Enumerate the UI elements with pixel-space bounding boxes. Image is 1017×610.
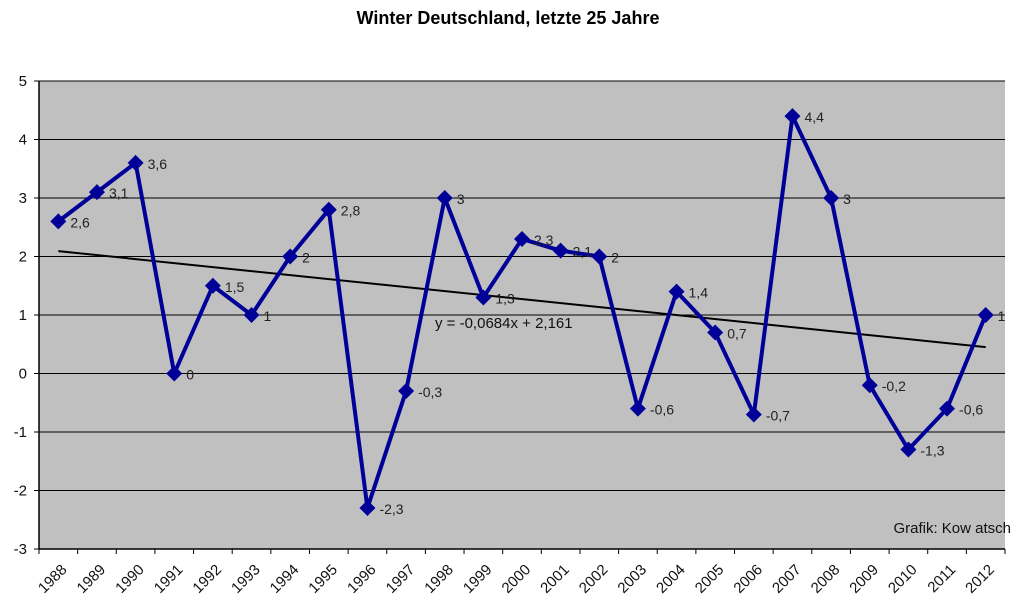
data-label: 0 <box>186 367 194 383</box>
data-label: -0,6 <box>959 402 983 418</box>
data-point-marker <box>861 377 878 394</box>
data-label: -2,3 <box>379 501 403 517</box>
data-point-marker <box>939 400 956 417</box>
x-tick-label: 1999 <box>460 561 496 597</box>
y-tick-label: 5 <box>19 73 27 90</box>
x-tick-label: 1998 <box>421 561 457 597</box>
trendline-equation: y = -0,0684x + 2,161 <box>435 315 573 332</box>
data-label: 3,1 <box>109 185 129 201</box>
data-label: 3,6 <box>148 156 168 172</box>
data-label: -0,2 <box>882 378 906 394</box>
data-point-marker <box>166 365 183 382</box>
data-label: 0,7 <box>727 326 747 342</box>
data-label: 1 <box>264 308 272 324</box>
data-label: 2,8 <box>341 203 361 219</box>
x-tick-label: 2000 <box>499 561 535 597</box>
data-point-marker <box>243 307 260 323</box>
y-tick-label: 0 <box>19 366 27 383</box>
y-tick-label: 1 <box>19 307 27 324</box>
x-tick-label: 2007 <box>769 561 805 597</box>
data-point-marker <box>900 441 917 458</box>
x-tick-label: 2003 <box>614 561 650 597</box>
data-point-marker <box>475 289 492 306</box>
data-point-marker <box>320 201 337 218</box>
data-label: 3 <box>457 191 465 207</box>
y-tick-label: 3 <box>19 190 27 207</box>
data-point-marker <box>514 230 530 247</box>
data-label: -1,3 <box>920 443 944 459</box>
x-tick-label: 2002 <box>576 561 612 597</box>
y-tick-label: 2 <box>19 249 27 266</box>
x-tick-label: 2012 <box>962 561 998 597</box>
data-point-marker <box>629 400 646 417</box>
x-tick-label: 2004 <box>653 561 689 597</box>
data-point-marker <box>784 108 801 125</box>
data-point-marker <box>591 248 608 265</box>
x-tick-label: 1988 <box>35 561 71 597</box>
x-tick-label: 1992 <box>189 561 225 597</box>
data-point-marker <box>359 500 376 517</box>
data-label: 4,4 <box>804 109 824 125</box>
data-label: -0,7 <box>766 407 790 423</box>
x-tick-label: 1997 <box>383 561 419 597</box>
y-tick-label: -2 <box>14 483 27 500</box>
credit-annotation: Grafik: Kow atsch <box>893 520 1011 537</box>
data-label: 1 <box>998 308 1006 324</box>
data-point-marker <box>88 184 105 201</box>
data-label: 3 <box>843 191 851 207</box>
data-label: -0,3 <box>418 384 442 400</box>
x-tick-label: 1993 <box>228 561 264 597</box>
y-tick-label: 4 <box>19 132 27 149</box>
data-label: 2 <box>302 250 310 266</box>
data-point-marker <box>745 406 762 423</box>
x-tick-label: 1990 <box>112 561 148 597</box>
x-tick-label: 2010 <box>885 561 921 597</box>
data-point-marker <box>398 383 415 400</box>
y-tick-label: -3 <box>14 541 27 558</box>
data-label: 1,4 <box>689 285 709 301</box>
data-label: 2,6 <box>70 214 90 230</box>
data-point-marker <box>668 283 685 300</box>
data-label: 1,3 <box>495 290 515 306</box>
x-tick-label: 2008 <box>808 561 844 597</box>
x-tick-label: 1995 <box>305 561 341 597</box>
chart-title: Winter Deutschland, letzte 25 Jahre <box>357 8 660 28</box>
data-point-marker <box>204 277 221 294</box>
trendline <box>58 250 986 349</box>
data-label: 2 <box>611 250 619 266</box>
x-tick-label: 2006 <box>730 561 766 597</box>
data-point-marker <box>127 154 144 171</box>
data-point-marker <box>436 190 453 206</box>
data-point-marker <box>282 248 299 265</box>
data-point-marker <box>977 307 994 323</box>
data-label: 1,5 <box>225 279 245 295</box>
data-label: 2,1 <box>573 244 593 260</box>
data-label: 2,3 <box>534 232 554 248</box>
x-tick-label: 1991 <box>151 561 187 597</box>
data-point-marker <box>823 190 840 206</box>
data-point-marker <box>552 242 569 259</box>
x-tick-label: 2005 <box>692 561 728 597</box>
x-tick-label: 1996 <box>344 561 380 597</box>
x-tick-label: 2001 <box>537 561 573 597</box>
data-point-marker <box>50 213 67 230</box>
x-tick-label: 1989 <box>74 561 110 597</box>
data-label: -0,6 <box>650 402 674 418</box>
x-tick-label: 1994 <box>267 561 303 597</box>
data-point-marker <box>707 324 724 341</box>
x-tick-label: 2011 <box>924 561 959 596</box>
x-tick-label: 2009 <box>846 561 882 597</box>
y-tick-label: -1 <box>14 424 27 441</box>
